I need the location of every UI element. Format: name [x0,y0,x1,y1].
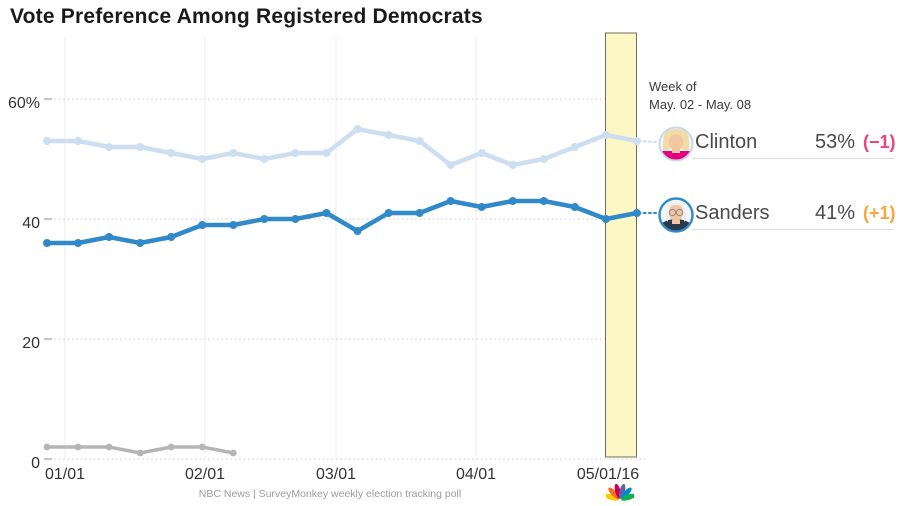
Sanders-point [43,239,51,247]
Sanders-point [198,221,207,229]
legend-row-sanders: Sanders 41% (+1) [655,193,900,249]
Clinton-line [44,126,640,168]
Sanders-point [167,233,176,241]
Clinton-point [508,161,517,169]
page-title: Vote Preference Among Registered Democra… [10,5,483,28]
sanders-avatar [657,196,695,234]
Clinton-point [167,149,176,157]
Clinton-point [415,137,424,145]
nbc-peacock-logo [606,483,634,501]
x-tick-label: 04/01 [455,466,497,483]
clinton-avatar [657,125,695,163]
Clinton-point [229,149,238,157]
clinton-row-rule [693,158,894,159]
Clinton-point [384,131,393,139]
Clinton-point [43,137,51,145]
week-of-line2: May. 02 - May. 08 [649,97,752,113]
Clinton-point [477,149,486,157]
Sanders-point [601,215,610,223]
y-tick-label: 20 [22,335,40,352]
Clinton-point [446,161,455,169]
Sanders-point [508,197,517,205]
Clinton-point [260,155,269,163]
unlabeled-gray-candidate-point [198,443,206,451]
unlabeled-gray-candidate-point [167,443,175,451]
Clinton-point [353,125,362,133]
current-week-highlight-band [605,32,637,458]
Clinton-point [570,143,579,151]
Sanders-point [105,233,114,241]
current-week-annotation: Week of May. 02 - May. 08 [649,78,751,114]
Clinton-point [539,155,548,163]
Clinton-point [322,149,331,157]
Clinton-point [601,131,610,139]
Sanders-line [44,198,640,246]
Sanders-point [353,227,362,235]
unlabeled-gray-candidate-point [43,443,51,451]
x-tick-label: 05/01/16 [576,466,640,483]
Clinton-point [198,155,207,163]
clinton-change: (−1) [863,132,896,152]
legend-row-clinton: Clinton 53% (−1) [655,122,900,178]
clinton-value: 53% [814,131,855,153]
unlabeled-gray-candidate-point [105,443,113,451]
unlabeled-gray-candidate-point [74,443,82,451]
unlabeled-gray-candidate-point [229,449,237,457]
Sanders-point [415,209,424,217]
unlabeled-gray-candidate-point [136,449,144,457]
Clinton-connector [637,140,657,143]
sanders-row-rule [693,229,894,230]
Sanders-point [570,203,579,211]
Sanders-point [384,209,393,217]
clinton-name: Clinton [695,131,758,153]
week-of-line1: Week of [649,79,697,94]
y-tick-label: 60% [7,95,40,112]
Clinton-point [632,137,641,145]
y-tick-label: 40 [22,215,40,232]
y-tick-label: 0 [31,455,40,472]
Clinton-point [291,149,300,157]
sanders-change: (+1) [863,203,896,223]
sanders-name: Sanders [695,202,770,224]
Sanders-point [477,203,486,211]
Sanders-point [291,215,300,223]
x-tick-label: 03/01 [315,466,357,483]
Sanders-point [539,197,548,205]
x-tick-label: 01/01 [44,466,86,483]
Clinton-point [105,143,114,151]
Clinton-point [136,143,145,151]
Sanders-point [136,239,145,247]
Sanders-point [322,209,331,217]
x-tick-label: 02/01 [184,466,226,483]
source-credit: NBC News | SurveyMonkey weekly election … [198,488,462,500]
Sanders-point [229,221,238,229]
Sanders-point [260,215,269,223]
Clinton-point [74,137,83,145]
Sanders-point [74,239,83,247]
sanders-value: 41% [814,202,855,224]
Sanders-point [632,209,641,217]
Sanders-point [446,197,455,205]
